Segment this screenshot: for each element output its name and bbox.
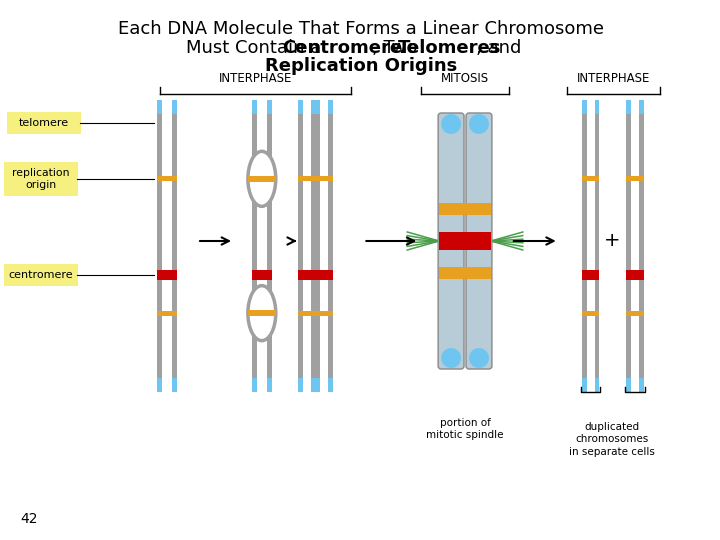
Bar — [639, 378, 644, 392]
Text: , Two: , Two — [372, 39, 423, 57]
Bar — [439, 267, 491, 279]
Bar — [626, 270, 644, 280]
Bar — [252, 270, 271, 280]
Bar — [439, 203, 491, 215]
FancyBboxPatch shape — [438, 113, 464, 369]
Bar — [248, 310, 276, 316]
Bar — [252, 378, 257, 392]
Bar — [157, 100, 162, 114]
Bar — [157, 378, 162, 392]
Text: +: + — [604, 232, 621, 251]
Bar — [595, 100, 600, 114]
Text: MITOSIS: MITOSIS — [441, 72, 489, 85]
Text: centromere: centromere — [9, 270, 73, 280]
Bar — [310, 100, 315, 392]
Bar — [582, 100, 587, 114]
Bar — [639, 100, 644, 392]
Bar — [297, 270, 315, 280]
Bar — [626, 310, 644, 316]
Bar — [626, 177, 644, 181]
Text: INTERPHASE: INTERPHASE — [219, 72, 292, 85]
FancyBboxPatch shape — [7, 112, 81, 134]
Bar — [157, 270, 177, 280]
FancyBboxPatch shape — [4, 162, 78, 196]
Bar — [297, 378, 302, 392]
Bar — [582, 378, 587, 392]
Bar — [315, 310, 333, 316]
Bar — [310, 100, 315, 114]
Bar — [582, 177, 600, 181]
Bar — [582, 270, 600, 280]
Bar — [582, 100, 587, 392]
Ellipse shape — [248, 151, 276, 206]
Bar — [267, 378, 271, 392]
Text: Telomeres: Telomeres — [398, 39, 502, 57]
Bar — [315, 270, 333, 280]
Ellipse shape — [248, 286, 276, 341]
Bar — [328, 100, 333, 114]
Bar — [626, 378, 631, 392]
FancyBboxPatch shape — [4, 264, 78, 286]
Bar — [626, 100, 631, 114]
Text: , and: , and — [477, 39, 522, 57]
Bar — [248, 176, 276, 182]
Text: INTERPHASE: INTERPHASE — [577, 72, 650, 85]
Bar — [310, 378, 315, 392]
FancyBboxPatch shape — [466, 113, 492, 369]
Text: Replication Origins: Replication Origins — [265, 57, 457, 75]
Bar — [439, 232, 491, 250]
Bar — [297, 100, 302, 392]
Text: telomere: telomere — [19, 118, 69, 129]
Text: Centromere: Centromere — [282, 39, 402, 57]
Bar — [267, 100, 271, 114]
Bar — [297, 100, 302, 114]
Bar — [157, 100, 162, 392]
Bar — [582, 310, 600, 316]
Bar — [315, 100, 320, 392]
Text: Must Contain a: Must Contain a — [186, 39, 327, 57]
Bar — [315, 100, 320, 114]
Bar — [595, 378, 600, 392]
Bar — [315, 378, 320, 392]
Text: portion of
mitotic spindle: portion of mitotic spindle — [426, 418, 504, 441]
Bar — [252, 100, 257, 114]
Bar — [639, 100, 644, 114]
Ellipse shape — [441, 114, 461, 134]
Ellipse shape — [441, 348, 461, 368]
Bar — [252, 100, 257, 392]
Bar — [328, 378, 333, 392]
Ellipse shape — [469, 114, 489, 134]
Bar — [172, 378, 177, 392]
Bar — [297, 177, 315, 181]
Bar — [297, 310, 315, 316]
Bar — [328, 100, 333, 392]
Text: Each DNA Molecule That Forms a Linear Chromosome: Each DNA Molecule That Forms a Linear Ch… — [118, 20, 604, 38]
Bar — [267, 100, 271, 392]
Bar — [626, 100, 631, 392]
Bar — [595, 100, 600, 392]
Bar — [172, 100, 177, 114]
Bar — [157, 310, 177, 316]
Text: replication
origin: replication origin — [12, 167, 69, 190]
Ellipse shape — [469, 348, 489, 368]
Text: 42: 42 — [21, 512, 38, 526]
Bar — [157, 177, 177, 181]
Text: duplicated
chromosomes
in separate cells: duplicated chromosomes in separate cells — [570, 422, 655, 457]
Bar — [315, 177, 333, 181]
Bar — [172, 100, 177, 392]
